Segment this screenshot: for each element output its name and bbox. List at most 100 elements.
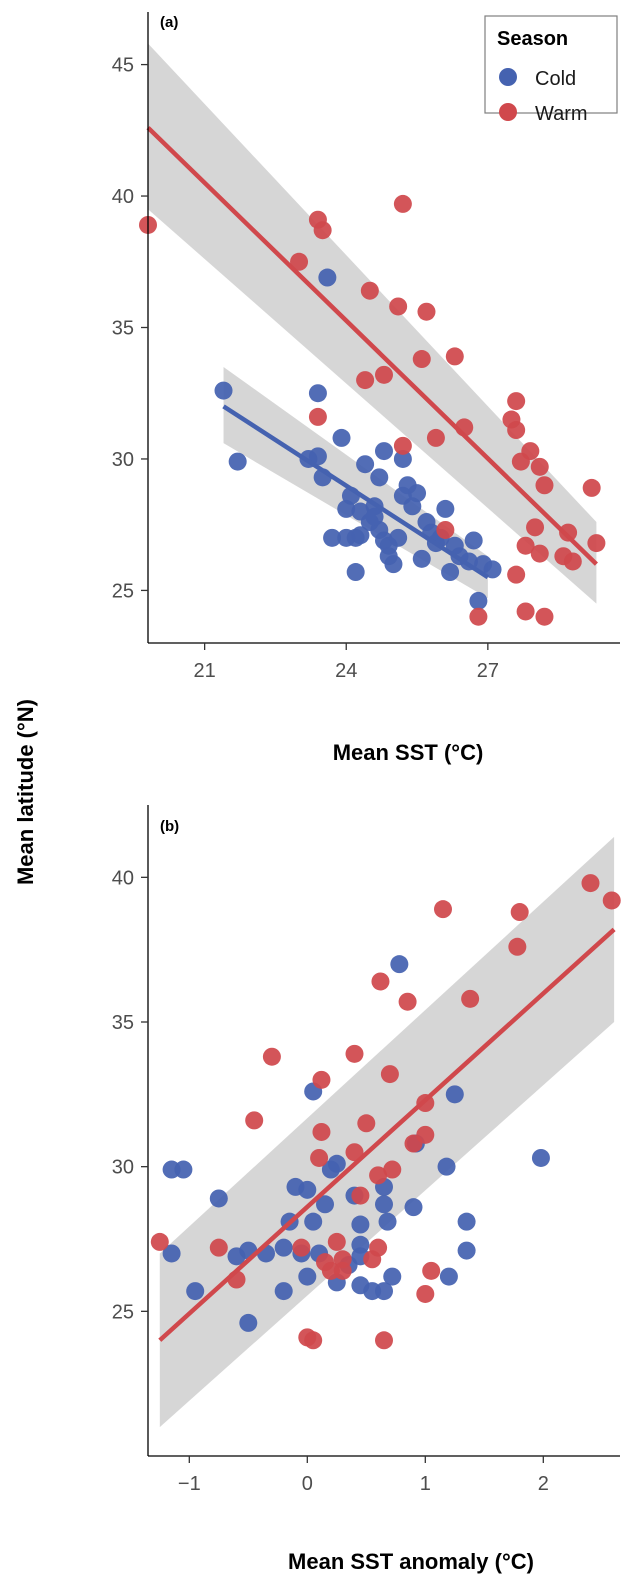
data-point-warm bbox=[416, 1125, 435, 1144]
legend-cold-label: Cold bbox=[535, 68, 576, 90]
data-point-cold bbox=[375, 1282, 393, 1301]
data-point-warm bbox=[445, 347, 464, 366]
data-point-warm bbox=[535, 607, 554, 626]
data-point-warm bbox=[245, 1111, 264, 1130]
data-point-warm bbox=[461, 989, 480, 1008]
data-point-cold bbox=[437, 1157, 456, 1176]
data-point-cold bbox=[375, 442, 393, 461]
data-point-warm bbox=[369, 1166, 388, 1185]
data-point-cold bbox=[439, 1267, 458, 1286]
y-tick-label: 30 bbox=[112, 1157, 134, 1179]
data-point-warm bbox=[417, 302, 436, 321]
data-point-cold bbox=[346, 563, 365, 582]
x-tick-label: 1 bbox=[420, 1473, 431, 1495]
legend-box bbox=[484, 15, 618, 114]
y-tick-label: 40 bbox=[112, 186, 134, 208]
data-point-cold bbox=[412, 549, 431, 568]
data-point-warm bbox=[563, 552, 582, 571]
data-point-cold bbox=[464, 531, 483, 550]
fit-line-cold bbox=[222, 404, 490, 580]
data-point-cold bbox=[375, 1195, 393, 1214]
x-tick-label: −1 bbox=[178, 1473, 201, 1495]
data-point-cold bbox=[318, 268, 337, 287]
legend-cold-swatch bbox=[499, 68, 517, 86]
confidence-band-cold bbox=[223, 366, 488, 599]
data-point-warm bbox=[393, 194, 412, 213]
data-point-cold bbox=[214, 381, 233, 400]
data-point-cold bbox=[356, 455, 375, 474]
panel-a-axes: 25 30 35 40 45 21 24 27 bbox=[112, 12, 620, 682]
data-point-warm bbox=[345, 1143, 364, 1162]
data-point-warm bbox=[426, 428, 445, 447]
data-point-cold bbox=[239, 1313, 258, 1332]
data-point-warm bbox=[530, 544, 549, 563]
data-point-cold bbox=[298, 1267, 317, 1286]
data-point-cold bbox=[308, 384, 327, 403]
data-point-warm bbox=[521, 442, 540, 461]
data-point-warm bbox=[581, 874, 600, 893]
panel-a: 25 30 35 40 45 21 24 27 (a) Mean SST (°C) Seaso… bbox=[112, 12, 620, 765]
data-point-cold bbox=[469, 591, 488, 610]
data-point-cold bbox=[445, 536, 464, 555]
data-point-cold bbox=[351, 526, 370, 545]
data-point-warm bbox=[375, 365, 393, 384]
y-tick-label: 35 bbox=[112, 1012, 134, 1034]
data-point-warm bbox=[369, 1238, 388, 1257]
data-point-cold bbox=[351, 1215, 370, 1234]
panel-b-points bbox=[150, 874, 621, 1350]
x-tick-label: 21 bbox=[194, 660, 216, 682]
data-point-warm bbox=[469, 607, 488, 626]
data-point-cold bbox=[483, 560, 502, 579]
panel-b-label: (b) bbox=[160, 818, 179, 835]
data-point-cold bbox=[304, 1212, 323, 1231]
data-point-cold bbox=[531, 1148, 550, 1167]
data-point-warm bbox=[150, 1232, 169, 1251]
data-point-warm bbox=[434, 900, 452, 919]
data-point-warm bbox=[516, 602, 535, 621]
data-point-warm bbox=[393, 436, 412, 455]
x-tick-label: 27 bbox=[477, 660, 499, 682]
data-point-cold bbox=[316, 1195, 334, 1214]
data-point-cold bbox=[274, 1238, 293, 1257]
data-point-warm bbox=[389, 297, 408, 316]
data-point-cold bbox=[378, 1212, 397, 1231]
y-tick-label: 45 bbox=[112, 55, 134, 77]
data-point-warm bbox=[416, 1284, 435, 1303]
data-point-warm bbox=[292, 1238, 311, 1257]
data-point-cold bbox=[174, 1160, 193, 1179]
data-point-warm bbox=[436, 520, 455, 539]
y-tick-label: 40 bbox=[112, 867, 134, 889]
data-point-warm bbox=[383, 1160, 402, 1179]
panel-a-fit-lines bbox=[146, 126, 598, 580]
data-point-warm bbox=[360, 281, 379, 300]
data-point-warm bbox=[412, 350, 431, 369]
data-point-warm bbox=[587, 534, 606, 553]
data-point-cold bbox=[228, 452, 247, 471]
data-point-cold bbox=[298, 1180, 317, 1199]
panel-a-points bbox=[139, 194, 606, 626]
data-point-warm bbox=[559, 523, 578, 542]
panel-a-x-axis-title: Mean SST (°C) bbox=[333, 740, 484, 765]
data-point-cold bbox=[365, 507, 384, 526]
data-point-warm bbox=[308, 407, 327, 426]
panel-b: 25 30 35 40 −1 0 1 2 (b) Mean SST anomaly (°C) bbox=[112, 805, 621, 1574]
data-point-warm bbox=[290, 252, 309, 271]
data-point-warm bbox=[602, 891, 621, 910]
data-point-warm bbox=[516, 536, 535, 555]
data-point-warm bbox=[535, 476, 554, 495]
data-point-warm bbox=[327, 1232, 346, 1251]
data-point-cold bbox=[327, 1154, 346, 1173]
data-point-warm bbox=[508, 937, 527, 956]
data-point-warm bbox=[313, 221, 332, 240]
legend-warm-swatch bbox=[499, 103, 517, 121]
data-point-cold bbox=[209, 1189, 228, 1208]
data-point-cold bbox=[408, 484, 427, 503]
data-point-warm bbox=[312, 1122, 331, 1141]
data-point-warm bbox=[507, 392, 526, 411]
fit-line-warm bbox=[158, 927, 616, 1342]
data-point-cold bbox=[370, 468, 389, 487]
data-point-warm bbox=[507, 421, 526, 440]
data-point-warm bbox=[380, 1065, 399, 1084]
data-point-warm bbox=[310, 1148, 329, 1167]
legend: Season Cold Warm bbox=[484, 15, 618, 125]
